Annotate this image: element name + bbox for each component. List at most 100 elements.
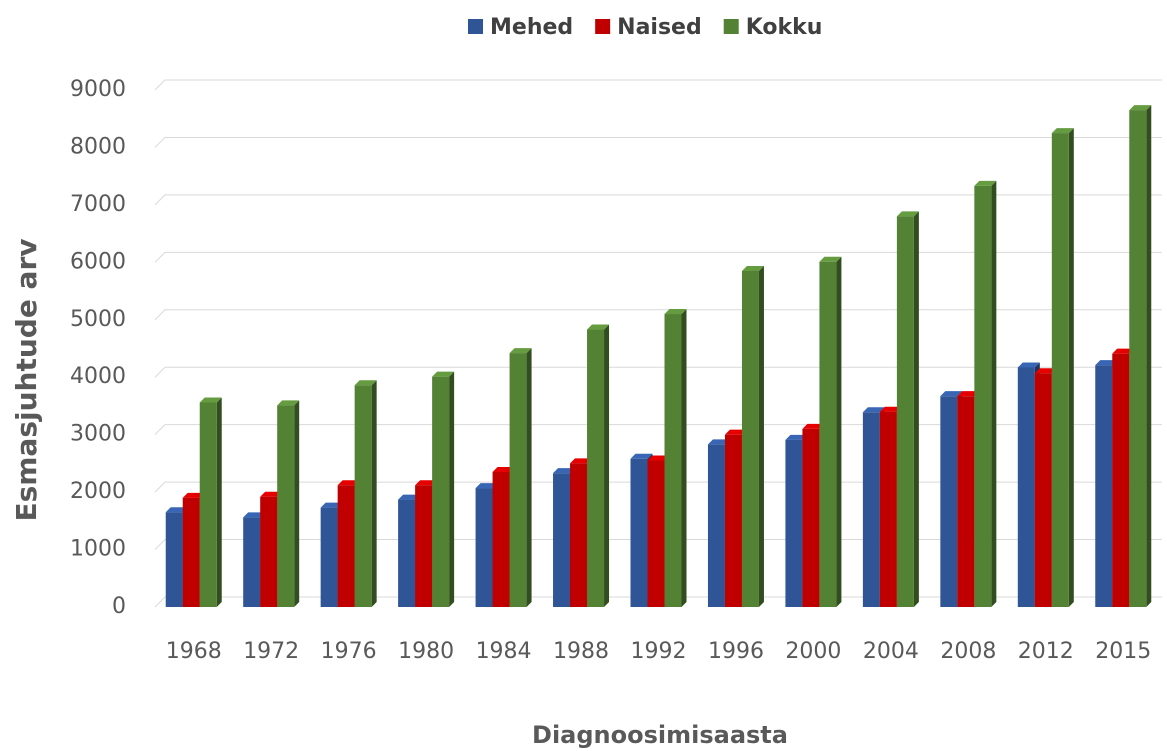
bar-top [182, 492, 205, 498]
bar-top [647, 455, 670, 461]
bar [509, 353, 527, 607]
bar-top [432, 371, 455, 377]
bar [862, 412, 880, 607]
grid-line [154, 424, 1162, 436]
bar [587, 329, 605, 607]
bar [1112, 353, 1130, 607]
bar-side [913, 211, 919, 607]
y-tick-label: 8000 [70, 134, 126, 159]
y-tick-label: 4000 [70, 364, 126, 389]
bar-top [802, 423, 825, 429]
bar [354, 385, 372, 607]
bar [182, 497, 200, 607]
legend-swatch [595, 19, 611, 34]
bar-top [630, 453, 653, 459]
bar-top [320, 502, 343, 508]
y-tick-label: 2000 [70, 479, 126, 504]
bar-top [819, 256, 842, 262]
bar-top [724, 429, 747, 435]
bar-side [604, 324, 610, 607]
bar [724, 434, 742, 607]
x-axis-title: Diagnoosimisaasta [532, 721, 788, 749]
bar [785, 439, 803, 607]
bar [432, 376, 450, 607]
x-tick-label: 1992 [631, 639, 687, 664]
y-tick-label: 5000 [70, 307, 126, 332]
bar-top [165, 507, 188, 513]
bar-top [475, 483, 498, 489]
x-tick-label: 2004 [863, 639, 919, 664]
y-tick-label: 9000 [70, 77, 126, 102]
bar-side [991, 180, 997, 607]
bar-top [354, 380, 377, 386]
bar-side [758, 265, 764, 607]
bar-top [1112, 348, 1135, 354]
bar-side [836, 256, 842, 607]
bar [1051, 133, 1069, 608]
x-tick-label: 2015 [1095, 639, 1151, 664]
bar-top [1034, 368, 1057, 374]
bar [879, 411, 897, 607]
bar [165, 512, 183, 607]
bar-side [1068, 128, 1074, 608]
bar-top [1129, 105, 1152, 111]
bar-top [1017, 362, 1040, 368]
bar [647, 460, 665, 607]
x-tick-label: 2008 [940, 639, 996, 664]
bar [398, 499, 416, 607]
bar-top [862, 407, 885, 413]
bar-top [587, 324, 610, 330]
bar-side [371, 380, 377, 607]
bar [741, 270, 759, 607]
bar-top [741, 265, 764, 271]
bar [819, 261, 837, 607]
bar [896, 216, 914, 607]
bar-top [785, 434, 808, 440]
bar-top [879, 406, 902, 412]
y-tick-label: 0 [112, 594, 126, 619]
grid-line [154, 136, 1162, 148]
grid-line [154, 309, 1162, 321]
x-tick-label: 1980 [398, 639, 454, 664]
bar [492, 472, 510, 607]
bar [337, 485, 355, 607]
bar [974, 185, 992, 607]
bar-top [957, 391, 980, 397]
y-axis-title: Esmasjuhtude arv [10, 238, 43, 521]
bar-side [526, 348, 532, 607]
legend-label: Kokku [746, 15, 823, 40]
y-tick-label: 3000 [70, 422, 126, 447]
bar-side [294, 400, 300, 607]
bar-top [1051, 128, 1074, 134]
bar-side [1146, 105, 1152, 607]
y-tick-label: 1000 [70, 537, 126, 562]
bar-top [415, 480, 438, 486]
x-tick-label: 1972 [243, 639, 299, 664]
y-tick-label: 6000 [70, 249, 126, 274]
bar [940, 396, 958, 607]
bar-top [509, 348, 532, 354]
x-tick-label: 2000 [785, 639, 841, 664]
bar [1095, 365, 1113, 607]
legend-swatch [468, 19, 483, 34]
bar-top [260, 491, 283, 497]
bar [199, 402, 217, 607]
bar-side [216, 397, 222, 607]
bar-top [664, 309, 687, 315]
bar [260, 496, 278, 607]
x-tick-label: 2012 [1018, 639, 1074, 664]
x-tick-label: 1996 [708, 639, 764, 664]
bar [1017, 367, 1035, 607]
bar-top [896, 211, 919, 217]
bar [1034, 373, 1052, 607]
bar [664, 314, 682, 607]
bar [1129, 110, 1147, 607]
x-tick-label: 1988 [553, 639, 609, 664]
x-tick-label: 1984 [476, 639, 532, 664]
bar-top [707, 439, 730, 445]
bar-top [277, 400, 300, 406]
bar-side [681, 309, 687, 607]
bar [957, 396, 975, 607]
bar-top [199, 397, 222, 403]
legend-label: Naised [617, 15, 702, 40]
